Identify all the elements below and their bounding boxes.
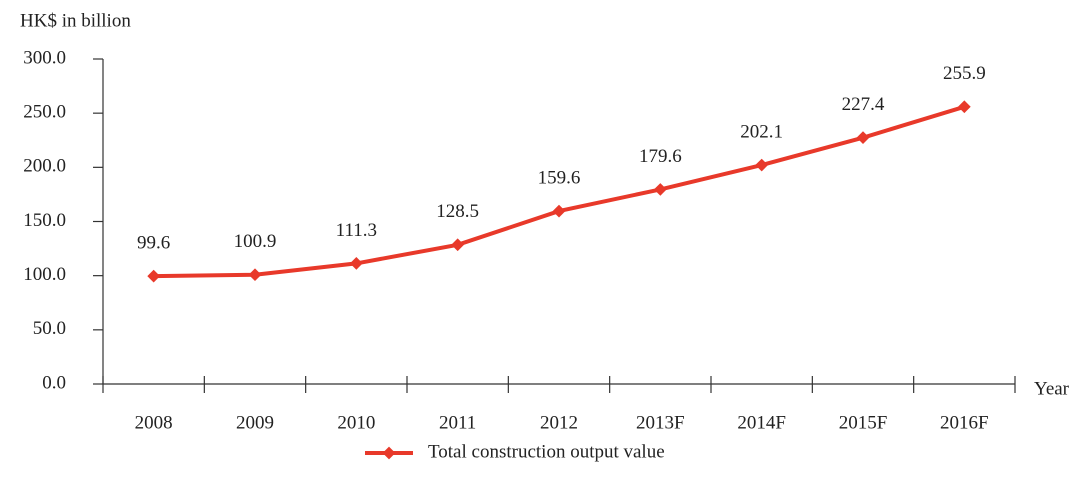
marker <box>856 131 870 145</box>
x-tick-label: 2011 <box>439 412 476 433</box>
data-label: 227.4 <box>842 94 885 115</box>
x-tick-label: 2010 <box>337 412 375 433</box>
marker <box>552 204 566 218</box>
x-tick-label: 2013F <box>636 412 685 433</box>
data-label: 179.6 <box>639 146 682 167</box>
x-tick-label: 2014F <box>737 412 786 433</box>
y-tick-label: 200.0 <box>23 156 66 177</box>
marker <box>653 183 667 196</box>
y-tick-label: 300.0 <box>23 47 66 68</box>
marker <box>957 100 971 114</box>
marker <box>248 268 262 282</box>
data-label: 255.9 <box>943 63 986 84</box>
data-label: 159.6 <box>538 167 581 188</box>
data-label: 202.1 <box>740 121 783 142</box>
marker <box>451 238 465 252</box>
x-tick-label: 2015F <box>839 412 888 433</box>
x-tick-label: 2009 <box>236 412 274 433</box>
data-label: 100.9 <box>234 231 277 252</box>
marker <box>755 158 769 172</box>
x-tick-label: 2012 <box>540 412 578 433</box>
y-tick-label: 150.0 <box>23 210 66 231</box>
data-label: 99.6 <box>137 232 170 253</box>
x-tick-label: 2008 <box>135 412 173 433</box>
y-axis-label: HK$ in billion <box>20 10 131 31</box>
data-label: 128.5 <box>436 201 479 222</box>
legend-marker <box>382 446 396 460</box>
marker <box>147 269 161 283</box>
y-tick-label: 50.0 <box>33 318 66 339</box>
y-tick-label: 100.0 <box>23 264 66 285</box>
marker <box>349 257 363 270</box>
y-tick-label: 250.0 <box>23 102 66 123</box>
data-label: 111.3 <box>336 220 377 241</box>
legend-label: Total construction output value <box>428 441 665 462</box>
y-tick-label: 0.0 <box>42 372 66 393</box>
x-axis-label: Year <box>1034 378 1070 399</box>
x-tick-label: 2016F <box>940 412 989 433</box>
